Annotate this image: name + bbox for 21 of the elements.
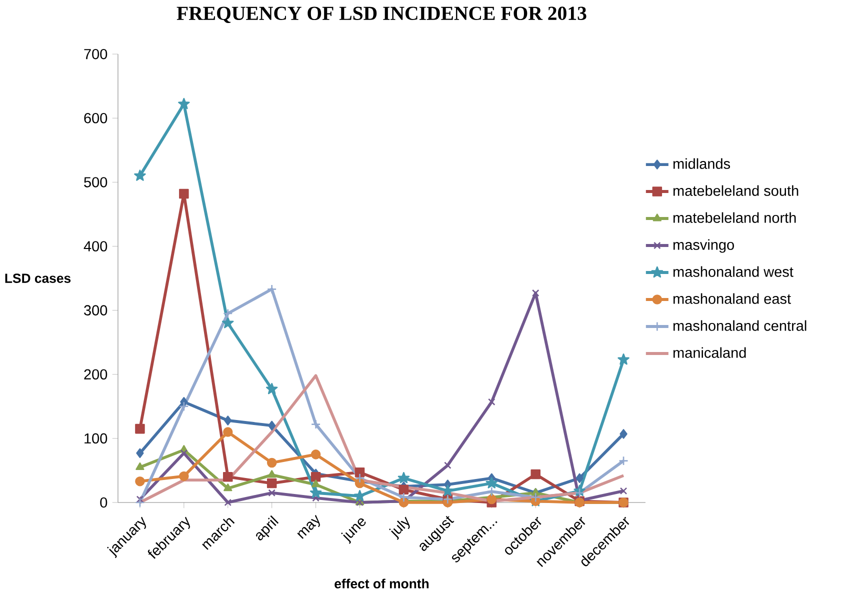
y-tick-label: 200 [84,369,108,380]
x-axis-title: effect of month [334,578,429,588]
y-axis-title: LSD cases [5,274,71,284]
x-tick-label: may [297,514,320,539]
y-tick-label: 100 [84,433,108,444]
legend-label: mashonaland east [673,293,791,304]
legend-label: masvingo [673,239,734,253]
y-tick-label: 700 [84,49,108,60]
y-tick-label: 0 [100,497,108,508]
legend-label: mashonaland west [673,266,794,278]
legend-label: midlands [673,158,730,170]
y-tick-label: 500 [84,177,108,188]
legend-label: mashonaland central [673,320,806,331]
x-tick-label: july [389,516,410,540]
y-tick-label: 600 [84,113,108,124]
chart-title: FREQUENCY OF LSD INCIDENCE FOR 2013 [176,6,586,24]
y-tick-label: 400 [84,241,108,252]
legend-label: matebeleland north [673,212,796,224]
y-tick-label: 300 [84,305,108,316]
legend-label: manicaland [673,347,746,358]
legend-label: matebeleland south [673,185,798,196]
